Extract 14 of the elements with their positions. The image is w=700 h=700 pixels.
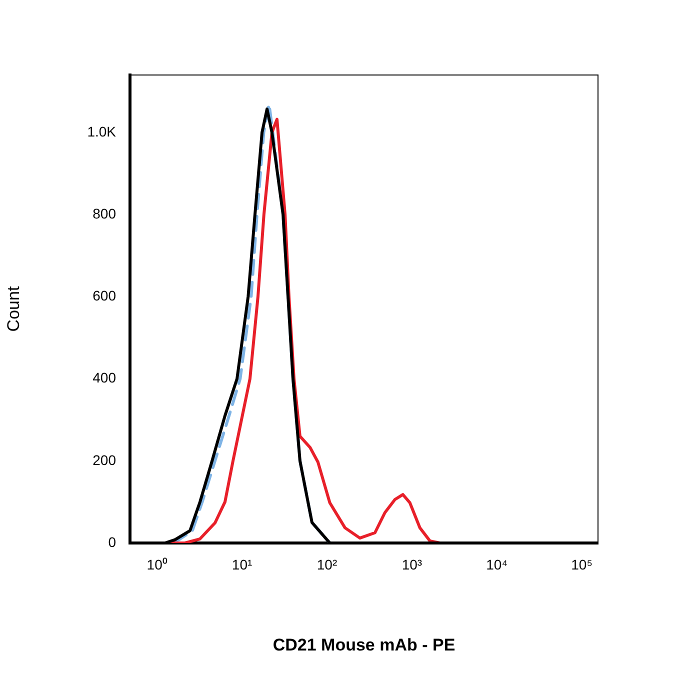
x-tick-label: 10⁴: [486, 556, 508, 572]
y-tick-label: 200: [92, 452, 116, 468]
x-tick-label: 10²: [316, 556, 338, 572]
y-tick-label: 600: [92, 288, 116, 304]
x-tick-label: 10⁰: [146, 556, 168, 572]
x-tick-label: 10⁵: [571, 556, 593, 572]
x-tick-label: 10¹: [232, 556, 252, 572]
y-axis-title: Count: [4, 286, 23, 332]
y-tick-label: 800: [92, 205, 116, 222]
x-axis-title: CD21 Mouse mAb - PE: [272, 635, 456, 654]
y-tick-label: 1.0K: [87, 123, 117, 140]
y-tick-label: 400: [92, 370, 116, 386]
x-tick-label: 10³: [402, 556, 422, 572]
y-tick-label: 0: [108, 534, 116, 550]
